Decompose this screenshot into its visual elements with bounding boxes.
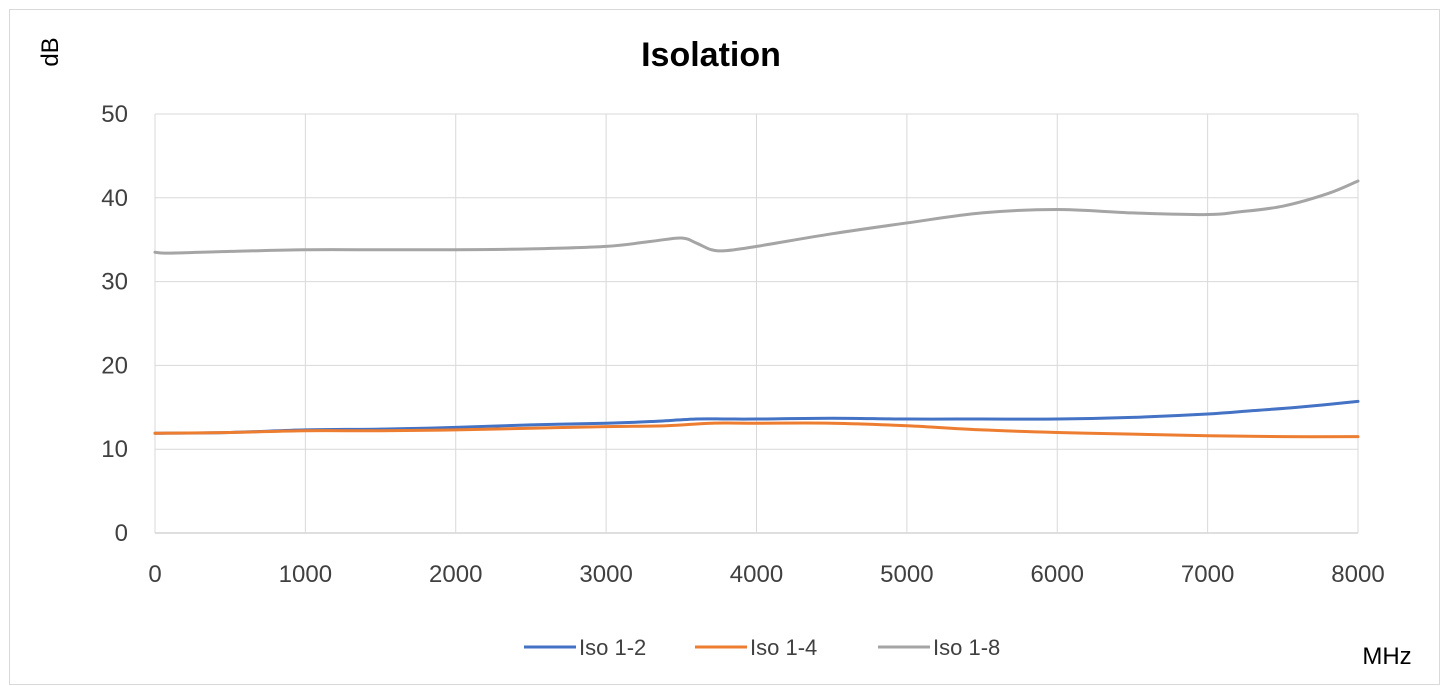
series-line-3 xyxy=(153,179,1360,255)
y-tick-label: 30 xyxy=(101,269,128,296)
y-axis-label: dB xyxy=(37,37,64,66)
x-tick-label: 3000 xyxy=(579,561,632,588)
x-tick-label: 6000 xyxy=(1031,561,1084,588)
legend-label: Iso 1-8 xyxy=(933,635,1000,660)
x-tick-label: 8000 xyxy=(1331,561,1384,588)
y-tick-labels: 0 10 20 30 40 50 xyxy=(101,101,128,547)
chart-title: Isolation xyxy=(641,36,781,74)
legend: Iso 1-2 Iso 1-4 Iso 1-8 xyxy=(524,635,1000,660)
y-tick-label: 50 xyxy=(101,101,128,128)
series-line-1 xyxy=(153,399,1360,435)
gridlines xyxy=(154,113,1359,534)
y-tick-label: 40 xyxy=(101,185,128,212)
x-tick-label: 1000 xyxy=(279,561,332,588)
x-tick-label: 5000 xyxy=(880,561,933,588)
y-tick-label: 10 xyxy=(101,436,128,463)
x-axis-label: MHz xyxy=(1362,643,1411,670)
x-tick-labels: 0 1000 2000 3000 4000 5000 6000 7000 8000 xyxy=(148,561,1384,588)
series-line-2 xyxy=(153,421,1360,439)
series-lines xyxy=(153,179,1360,439)
x-tick-label: 0 xyxy=(148,561,161,588)
y-tick-label: 20 xyxy=(101,352,128,379)
x-tick-label: 4000 xyxy=(730,561,783,588)
x-tick-label: 2000 xyxy=(429,561,482,588)
y-tick-label: 0 xyxy=(115,520,128,547)
legend-label: Iso 1-2 xyxy=(579,635,646,660)
legend-label: Iso 1-4 xyxy=(750,635,817,660)
chart-area xyxy=(9,9,1440,685)
x-tick-label: 7000 xyxy=(1181,561,1234,588)
